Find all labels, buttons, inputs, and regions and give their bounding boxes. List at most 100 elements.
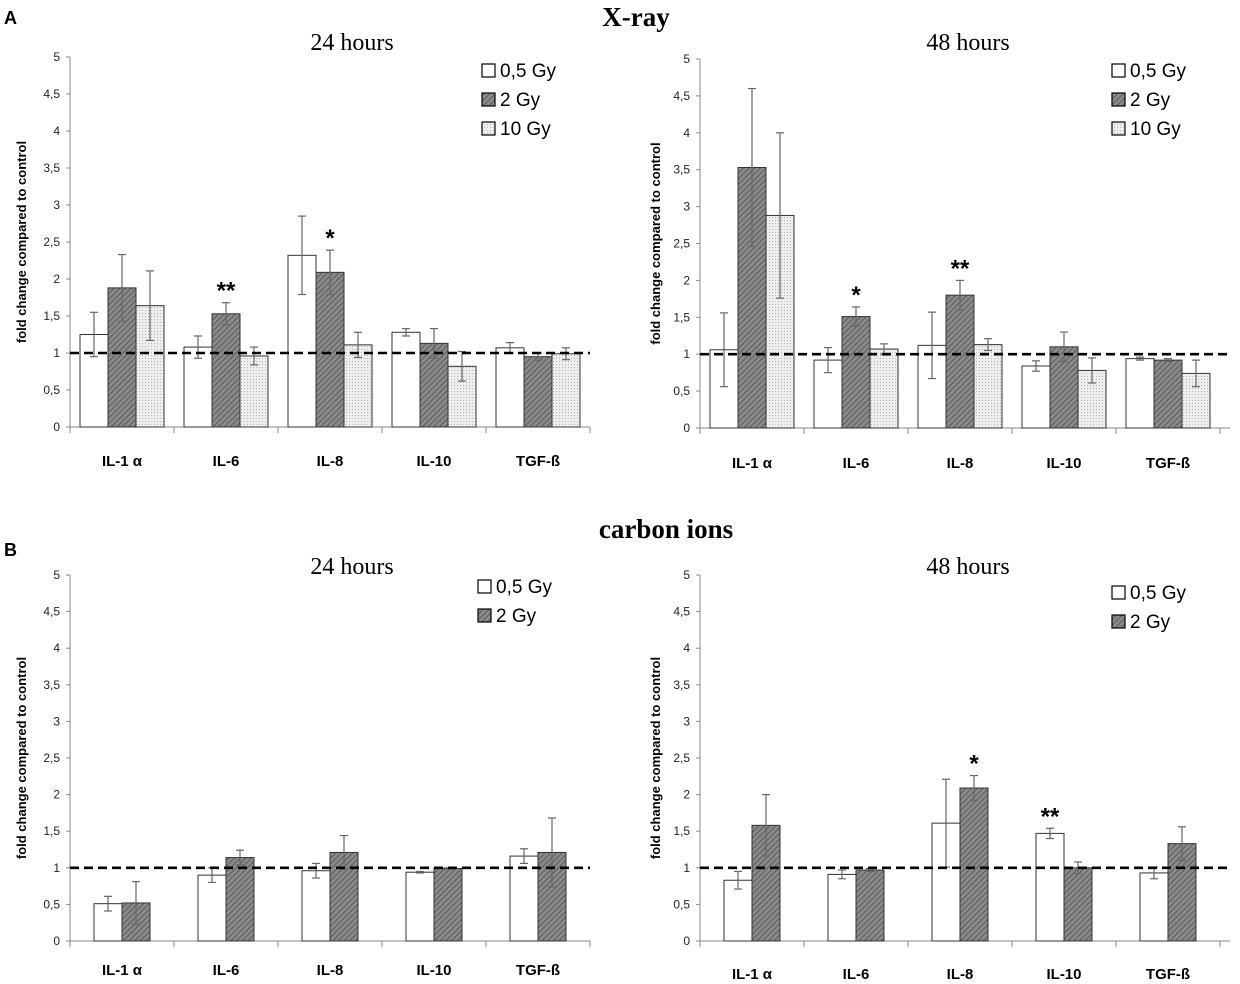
bar — [959, 787, 989, 942]
y-tick-label: 0 — [53, 420, 60, 434]
bar — [225, 857, 255, 942]
legend-swatch — [477, 579, 492, 594]
bar — [945, 294, 975, 429]
y-tick-label: 5 — [53, 568, 60, 582]
x-tick-label: IL-8 — [317, 453, 344, 470]
bar — [869, 348, 899, 429]
x-tick-label: TGF-ß — [1146, 455, 1190, 472]
significance-marker: ** — [1041, 803, 1060, 830]
y-tick-label: 4 — [53, 124, 60, 138]
y-tick-label: 1,5 — [43, 309, 60, 323]
bar — [433, 868, 463, 942]
bar — [391, 331, 421, 428]
y-tick-label: 1,5 — [673, 824, 690, 838]
y-tick-label: 3 — [683, 200, 690, 214]
x-tick-label: TGF-ß — [1146, 966, 1190, 983]
bar — [1021, 365, 1051, 429]
y-tick-label: 2 — [683, 273, 690, 287]
legend-swatch — [1111, 121, 1126, 136]
chart-xray-24h: 24 hours fold change compared to control 0… — [14, 30, 591, 470]
x-tick-label: IL-10 — [416, 962, 451, 979]
legend-label: 0,5 Gy — [1130, 583, 1186, 604]
bar — [301, 870, 331, 942]
chart-title: 24 hours — [310, 30, 393, 56]
section-title-carbon-ions: carbon ions — [599, 514, 733, 544]
bar — [197, 874, 227, 942]
y-tick-label: 4,5 — [43, 605, 60, 619]
x-tick-label: IL-6 — [213, 453, 240, 470]
chart-title: 48 hours — [926, 30, 1009, 56]
y-tick-label: 3,5 — [43, 161, 60, 175]
y-tick-label: 2,5 — [673, 237, 690, 251]
y-tick-label: 1,5 — [673, 310, 690, 324]
bar — [1125, 358, 1155, 429]
bar — [1153, 359, 1183, 429]
bar — [239, 355, 269, 428]
bar — [1063, 867, 1093, 942]
y-tick-label: 1 — [53, 346, 60, 360]
y-tick-label: 4,5 — [43, 87, 60, 101]
panel-letter-a: A — [4, 8, 17, 28]
significance-marker: * — [325, 225, 335, 252]
y-tick-label: 3,5 — [673, 163, 690, 177]
y-axis-label: fold change compared to control — [14, 141, 29, 343]
x-tick-label: TGF-ß — [516, 962, 560, 979]
x-tick-label: IL-1 α — [732, 966, 773, 983]
bar — [1035, 832, 1065, 942]
y-tick-label: 0 — [683, 421, 690, 435]
y-tick-label: 0 — [683, 934, 690, 948]
chart-carbon-48h: 48 hours fold change compared to control 0… — [648, 554, 1230, 983]
y-tick-label: 3 — [53, 714, 60, 728]
y-tick-label: 1,5 — [43, 824, 60, 838]
x-tick-label: IL-8 — [947, 966, 974, 983]
y-tick-label: 5 — [53, 50, 60, 64]
bar — [841, 316, 871, 429]
y-tick-label: 4 — [683, 641, 690, 655]
y-axis-label: fold change compared to control — [14, 657, 29, 859]
x-tick-label: IL-10 — [1046, 455, 1081, 472]
y-tick-label: 1 — [683, 861, 690, 875]
legend-label: 0,5 Gy — [1130, 61, 1186, 82]
y-tick-label: 3 — [683, 714, 690, 728]
x-tick-label: IL-6 — [213, 962, 240, 979]
y-tick-label: 4 — [683, 126, 690, 140]
bar — [211, 313, 241, 428]
legend-swatch — [1111, 614, 1126, 629]
y-tick-label: 3,5 — [673, 678, 690, 692]
significance-marker: ** — [951, 255, 970, 282]
legend-swatch — [1111, 92, 1126, 107]
x-tick-label: IL-10 — [1046, 966, 1081, 983]
legend-label: 0,5 Gy — [496, 577, 552, 598]
significance-marker: ** — [217, 278, 236, 305]
section-title-xray: X-ray — [602, 2, 670, 32]
y-tick-label: 2 — [53, 272, 60, 286]
x-tick-label: IL-1 α — [102, 453, 143, 470]
bar — [827, 873, 857, 942]
y-tick-label: 2 — [53, 788, 60, 802]
legend-label: 10 Gy — [1130, 119, 1181, 140]
y-tick-label: 0,5 — [43, 897, 60, 911]
x-tick-label: IL-8 — [317, 962, 344, 979]
legend-label: 2 Gy — [500, 90, 541, 111]
x-tick-label: IL-6 — [843, 455, 870, 472]
y-tick-label: 2,5 — [43, 235, 60, 249]
x-tick-label: IL-1 α — [732, 455, 773, 472]
y-tick-label: 0,5 — [673, 384, 690, 398]
bar — [551, 353, 581, 428]
chart-carbon-24h: 24 hours fold change compared to control 0… — [14, 554, 591, 979]
y-tick-label: 5 — [683, 52, 690, 66]
bar — [523, 356, 553, 428]
bar — [855, 869, 885, 942]
chart-title: 24 hours — [310, 554, 393, 580]
x-tick-label: IL-6 — [843, 966, 870, 983]
y-tick-label: 4,5 — [673, 89, 690, 103]
x-tick-label: IL-10 — [416, 453, 451, 470]
y-tick-label: 4,5 — [673, 605, 690, 619]
bar — [495, 347, 525, 428]
legend-label: 10 Gy — [500, 119, 551, 140]
y-tick-label: 0 — [53, 934, 60, 948]
x-tick-label: IL-8 — [947, 455, 974, 472]
legend-label: 2 Gy — [1130, 612, 1171, 633]
x-tick-label: IL-1 α — [102, 962, 143, 979]
